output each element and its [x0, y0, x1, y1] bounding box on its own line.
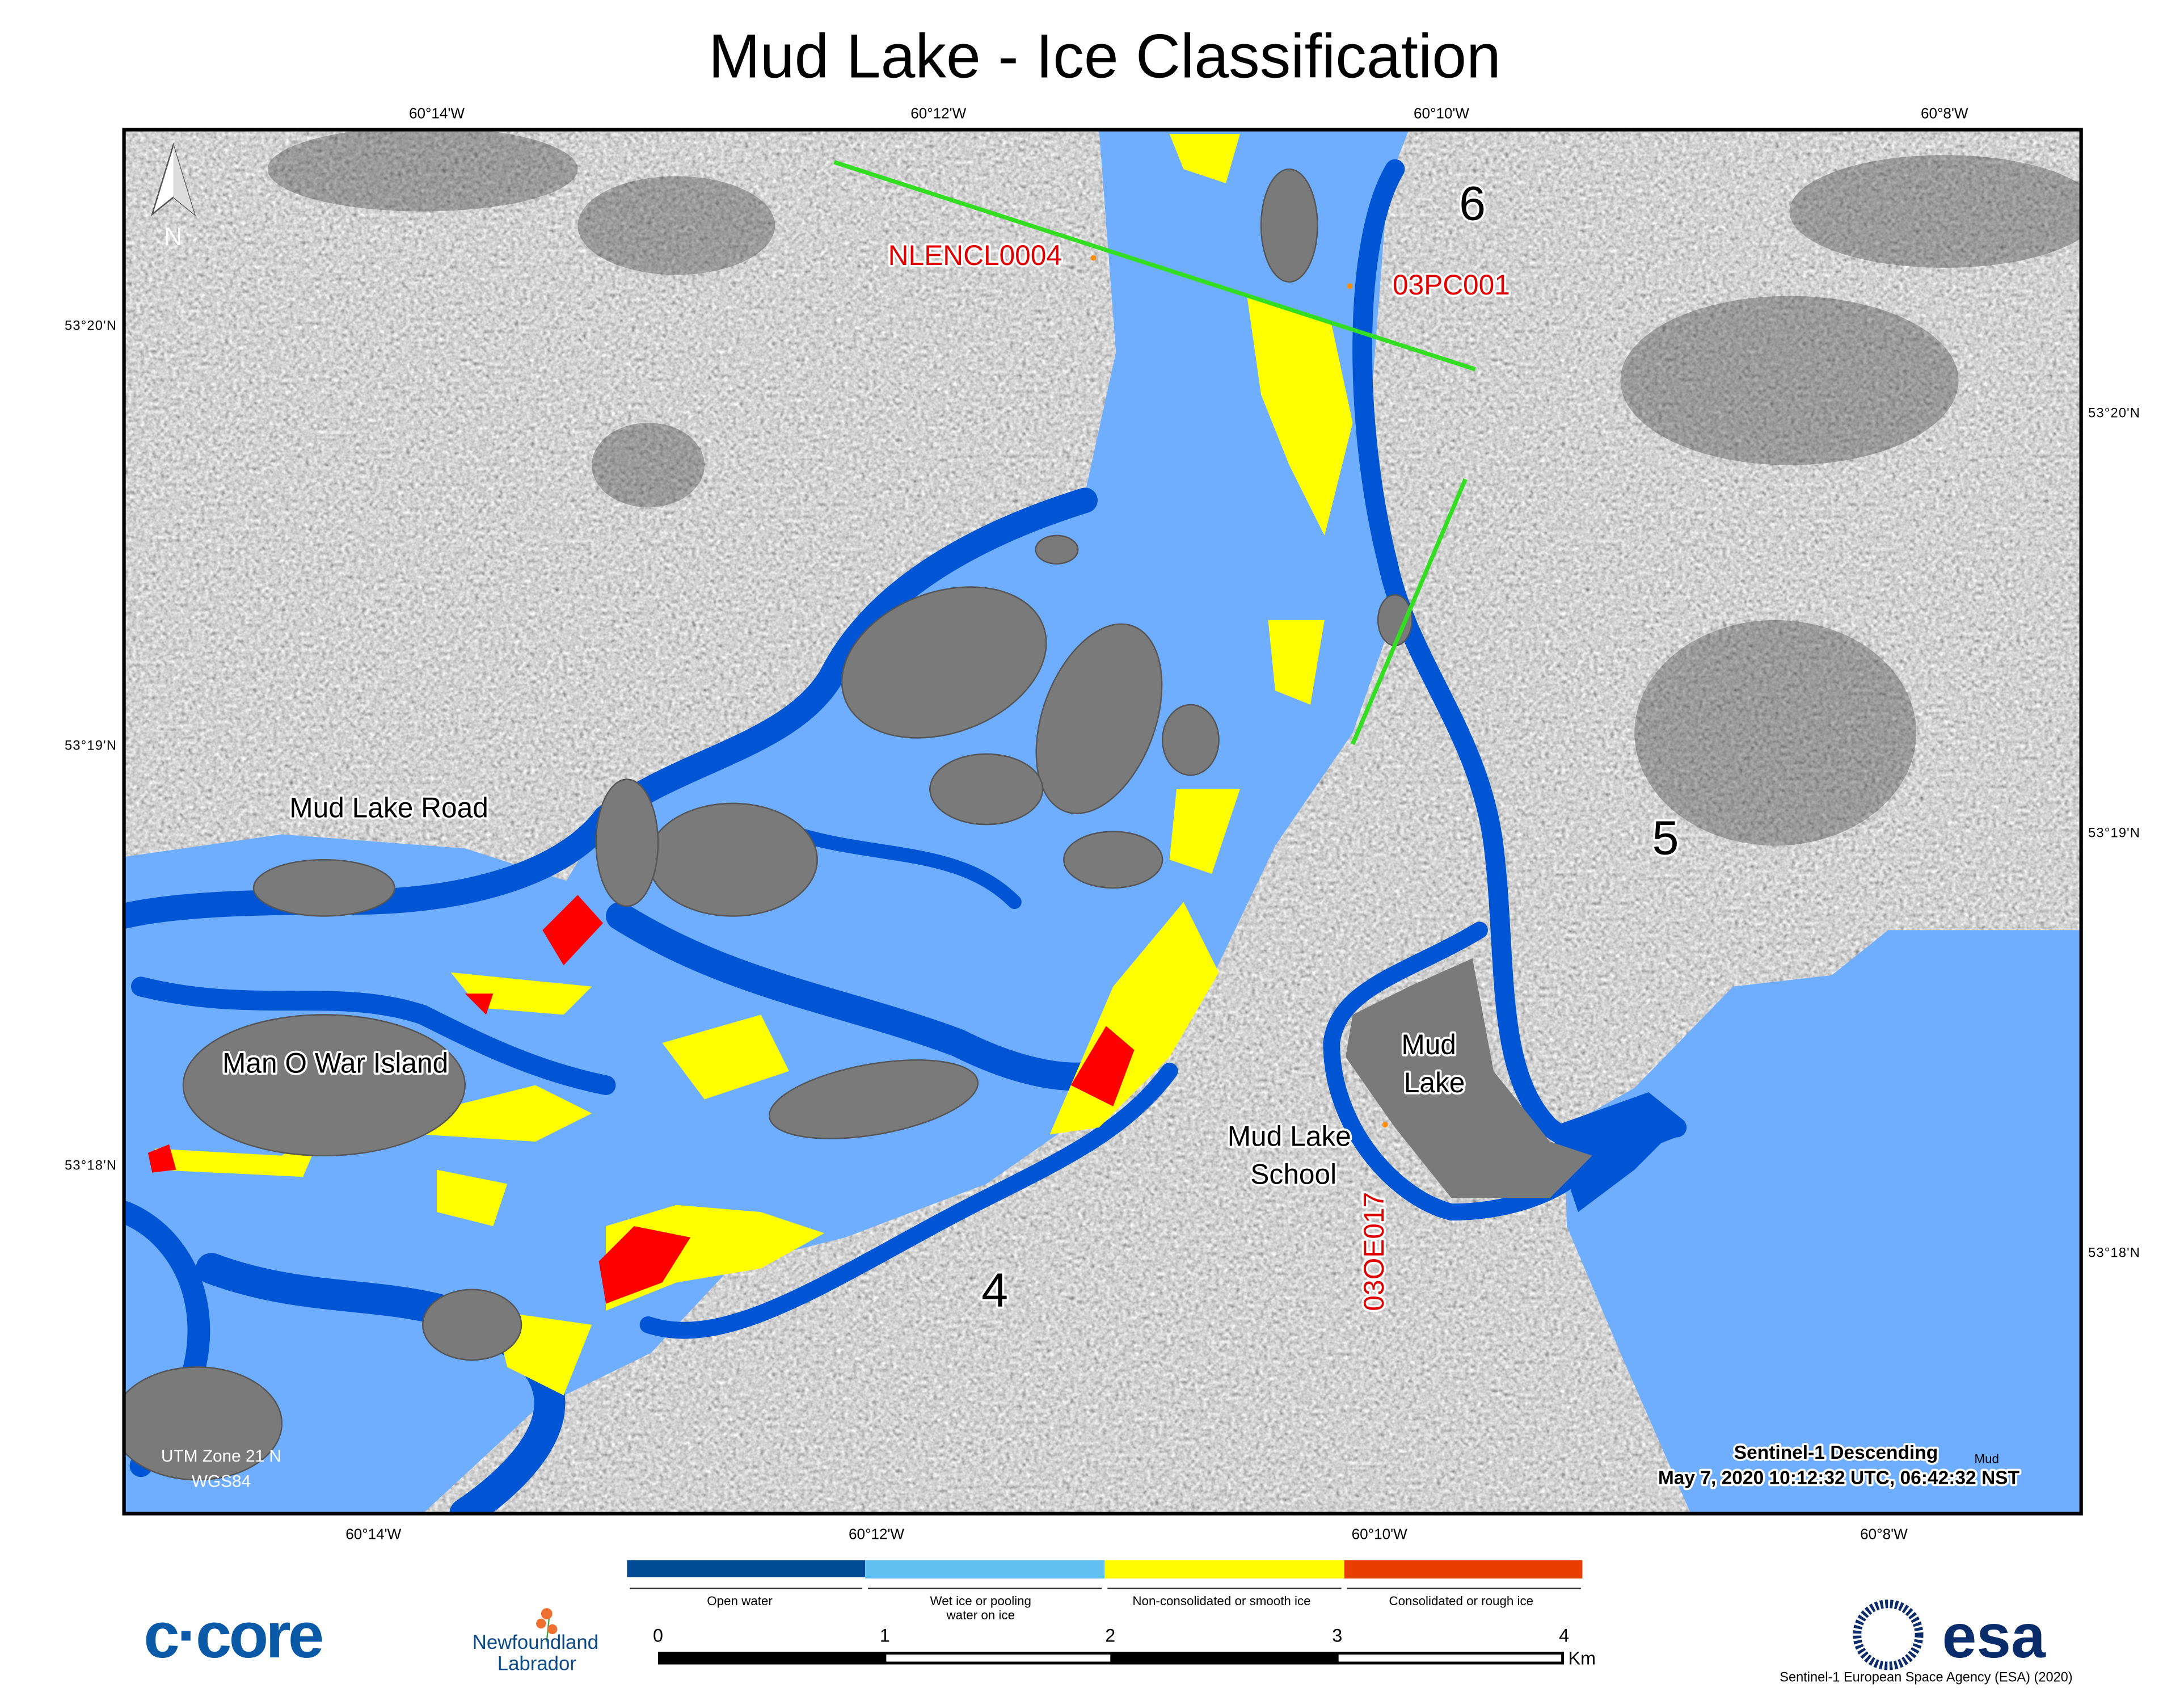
label-zone-4: 4	[981, 1264, 1008, 1317]
lon-label: 60°10'W	[1414, 105, 1469, 122]
lon-label: 60°14'W	[345, 1525, 401, 1542]
legend-swatch-wet-ice	[865, 1560, 1105, 1578]
islands	[124, 168, 1413, 1481]
lon-label: 60°14'W	[409, 105, 465, 122]
dark-terrain-patches	[268, 129, 2081, 846]
lon-label: 60°12'W	[849, 1525, 904, 1542]
scale-tick: 4	[1559, 1626, 1569, 1646]
station-marker[interactable]	[1347, 283, 1353, 289]
lat-label: 53°18'N	[65, 1158, 117, 1173]
legend-swatch-rough-ice	[1344, 1560, 1583, 1578]
svg-text:c·core: c·core	[144, 1599, 322, 1672]
ccore-logo: c·core	[144, 1599, 325, 1672]
lat-label: 53°18'N	[2088, 1245, 2140, 1260]
label-mud-lake-road: Mud Lake Road	[289, 792, 488, 824]
sensor-note: Mud	[1975, 1451, 1999, 1466]
label-zone-5: 5	[1652, 811, 1679, 864]
station-label-03pc001: 03PC001	[1393, 269, 1510, 301]
label-mud-lake-school: Mud Lake	[1228, 1120, 1351, 1152]
lat-label: 53°19'N	[65, 738, 117, 752]
map-title: Mud Lake - Ice Classification	[709, 22, 1501, 91]
legend-label-rough-ice: Consolidated or rough ice	[1389, 1594, 1533, 1608]
legend: Open water Wet ice or pooling water on i…	[627, 1560, 1583, 1622]
acquisition-time: May 7, 2020 10:12:32 UTC, 06:42:32 NST	[1658, 1468, 2020, 1489]
label-mud-lake-school: School	[1250, 1158, 1336, 1190]
lon-label: 60°10'W	[1352, 1525, 1407, 1542]
bottom-longitude-labels: 60°14'W 60°12'W 60°10'W 60°8'W	[345, 1525, 1908, 1542]
projection-label: UTM Zone 21 N	[161, 1447, 281, 1466]
scale-bar: 0 1 2 3 4 Km	[653, 1626, 1596, 1669]
label-mud-lake: Mud	[1401, 1029, 1456, 1060]
legend-label-wet-ice: water on ice	[946, 1608, 1015, 1622]
station-label-nlencl0004: NLENCL0004	[888, 239, 1062, 271]
newfoundland-labrador-logo: Newfoundland Labrador	[473, 1608, 598, 1674]
label-man-o-war-island: Man O War Island	[222, 1047, 448, 1079]
sensor-label: Sentinel-1 Descending	[1734, 1442, 1938, 1463]
lake-open-water	[1550, 1092, 1684, 1213]
lake-wet-ice-region	[1564, 930, 2081, 1514]
lat-label: 53°19'N	[2088, 825, 2140, 840]
scale-unit: Km	[1569, 1648, 1596, 1668]
lon-label: 60°12'W	[910, 105, 966, 122]
lon-label: 60°8'W	[1860, 1525, 1908, 1542]
station-marker[interactable]	[1382, 1122, 1388, 1128]
scale-tick: 2	[1105, 1626, 1115, 1646]
north-arrow-icon: N	[150, 142, 196, 251]
map-panel[interactable]: N Mud Lake Road Man O War Island Mud Lak…	[113, 127, 2099, 1514]
label-mud-lake: Lake	[1404, 1067, 1465, 1098]
legend-swatch-open-water	[627, 1560, 866, 1577]
station-marker[interactable]	[1090, 255, 1097, 261]
credit-text: Sentinel-1 European Space Agency (ESA) (…	[1780, 1669, 2072, 1684]
lat-label: 53°20'N	[2088, 405, 2140, 420]
svg-text:Labrador: Labrador	[497, 1653, 576, 1674]
transect-line-east	[1351, 478, 1468, 745]
lat-label: 53°20'N	[65, 318, 117, 332]
legend-label-smooth-ice: Non-consolidated or smooth ice	[1132, 1594, 1310, 1608]
transect-line-north	[833, 160, 1476, 372]
right-latitude-labels: 53°20'N 53°19'N 53°18'N	[2088, 405, 2140, 1260]
legend-label-wet-ice: Wet ice or pooling	[930, 1594, 1031, 1608]
station-label-03oe017: 03OE017	[1358, 1192, 1390, 1311]
svg-text:N: N	[164, 223, 182, 251]
datum-label: WGS84	[192, 1472, 251, 1491]
left-latitude-labels: 53°20'N 53°19'N 53°18'N	[65, 318, 117, 1173]
svg-text:esa: esa	[1942, 1602, 2047, 1671]
legend-swatch-smooth-ice	[1104, 1560, 1344, 1578]
label-zone-6: 6	[1459, 177, 1486, 230]
lon-label: 60°8'W	[1921, 105, 1968, 122]
top-longitude-labels: 60°14'W 60°12'W 60°10'W 60°8'W	[409, 105, 1968, 122]
scale-tick: 1	[880, 1626, 890, 1646]
scale-tick: 3	[1332, 1626, 1342, 1646]
esa-logo: esa	[1853, 1599, 2047, 1671]
pitcher-plant-icon	[536, 1608, 558, 1642]
scale-tick: 0	[653, 1626, 663, 1646]
legend-label-open-water: Open water	[707, 1594, 773, 1608]
svg-text:Newfoundland: Newfoundland	[473, 1632, 598, 1653]
mud-lake-landmass	[1346, 958, 1592, 1198]
esa-emblem-icon	[1853, 1599, 1924, 1670]
rough-ice-patches	[147, 895, 1135, 1304]
map-frame-border	[122, 128, 2083, 1516]
